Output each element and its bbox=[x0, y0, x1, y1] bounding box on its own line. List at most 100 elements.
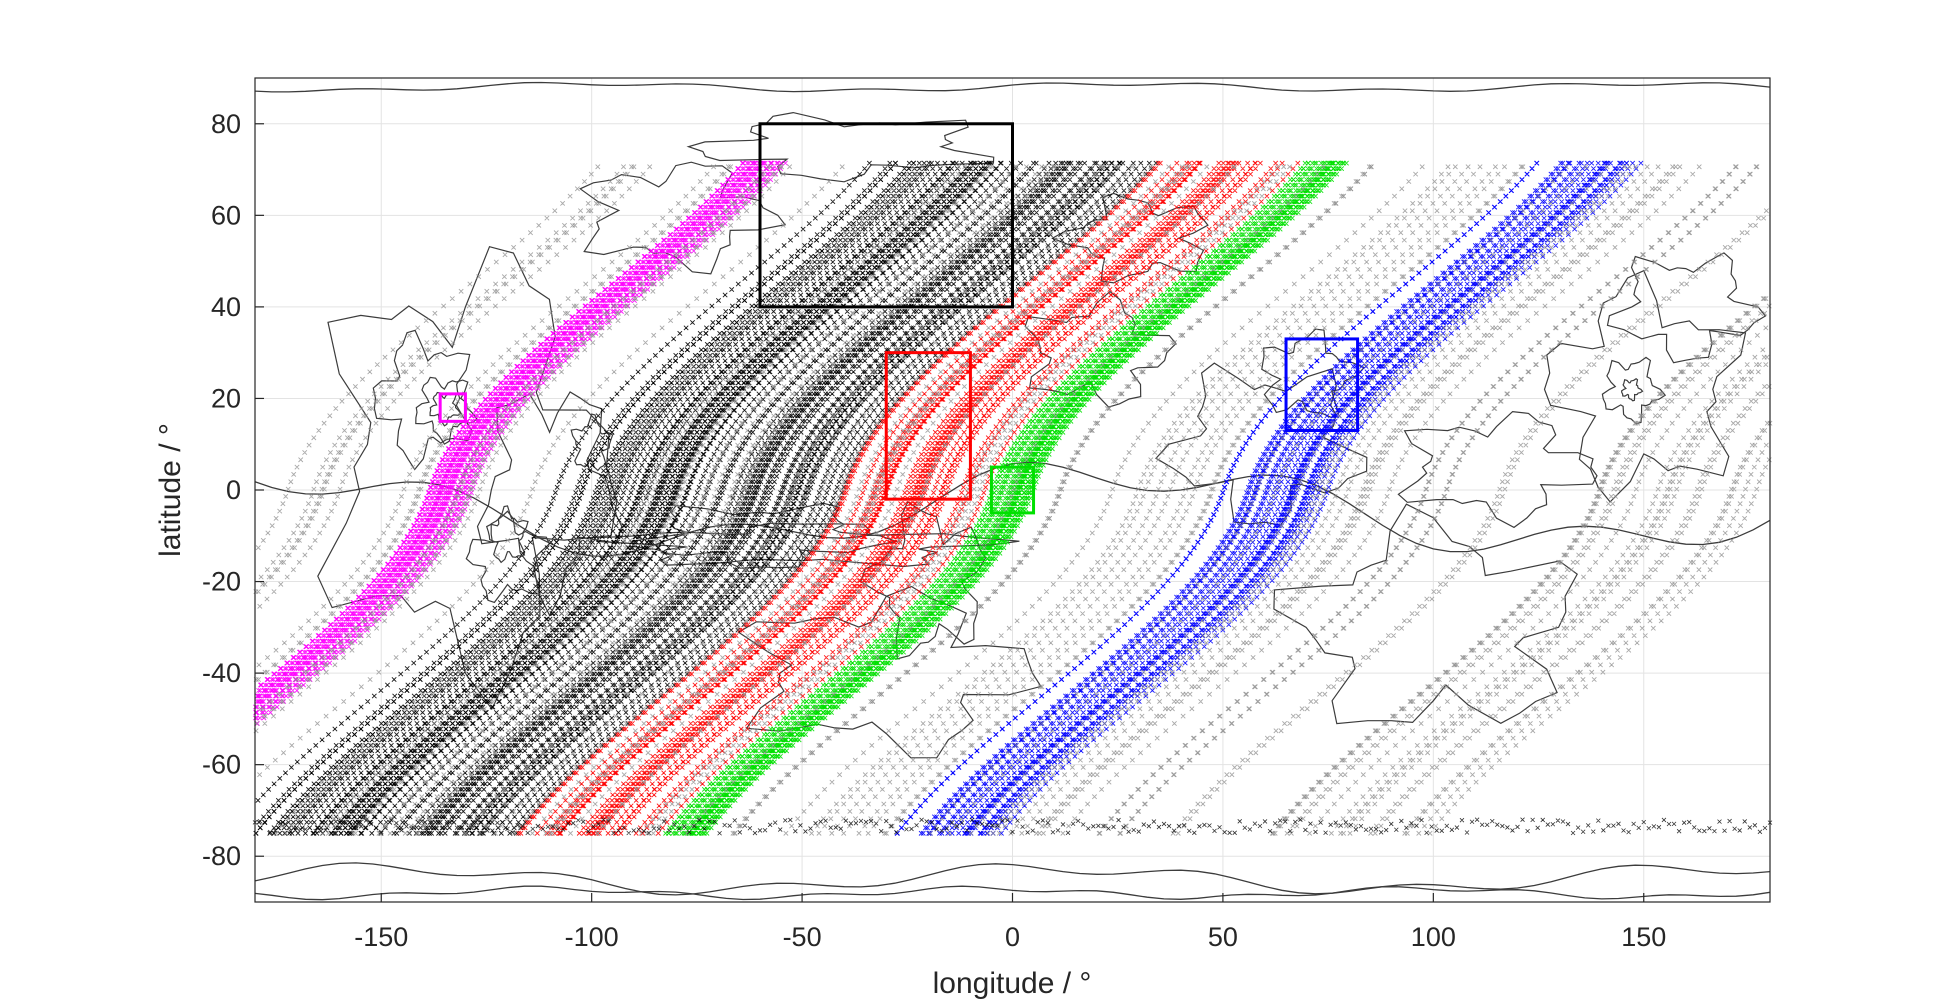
orbit-track-gray bbox=[644, 164, 1287, 836]
orbit-track-black bbox=[469, 160, 1114, 836]
orbit-track-green bbox=[686, 160, 1332, 836]
orbit-track-red bbox=[633, 160, 1279, 836]
track-markers bbox=[260, 164, 774, 712]
orbit-track-red bbox=[556, 160, 1202, 836]
orbit-track-red bbox=[618, 160, 1263, 836]
orbit-track-green bbox=[663, 160, 1308, 836]
track-markers bbox=[655, 160, 1301, 836]
orbit-track-gray bbox=[882, 164, 1524, 836]
orbit-track-magenta bbox=[257, 160, 758, 699]
track-markers bbox=[255, 164, 601, 551]
track-markers bbox=[258, 160, 746, 688]
track-markers bbox=[672, 160, 1318, 836]
track-markers bbox=[1372, 383, 1772, 836]
orbit-track-black bbox=[333, 160, 978, 836]
orbit-track-gray bbox=[256, 164, 717, 668]
orbit-track-magenta bbox=[256, 160, 757, 699]
orbit-track-green bbox=[696, 160, 1341, 836]
track-markers bbox=[882, 164, 1524, 836]
orbit-track-gray bbox=[1270, 296, 1767, 836]
track-markers bbox=[1288, 310, 1768, 836]
contour-line bbox=[632, 502, 899, 569]
orbit-track-red bbox=[655, 160, 1301, 836]
orbit-track-gray bbox=[273, 164, 916, 836]
y-tick-label: 40 bbox=[211, 292, 241, 322]
contour-line bbox=[465, 510, 551, 604]
orbit-track-red bbox=[558, 160, 1203, 836]
track-markers bbox=[587, 160, 1232, 836]
orbit-track-gray bbox=[1117, 164, 1760, 836]
track-markers bbox=[883, 164, 1526, 836]
track-markers bbox=[325, 164, 968, 836]
track-markers bbox=[1427, 457, 1772, 836]
orbit-track-gray bbox=[402, 164, 1045, 836]
orbit-track-black bbox=[311, 160, 956, 836]
orbit-track-gray bbox=[985, 164, 1627, 836]
orbit-track-gray bbox=[476, 164, 1119, 836]
track-markers bbox=[730, 164, 1372, 836]
track-markers bbox=[253, 164, 731, 683]
orbit-track-gray bbox=[829, 164, 1471, 836]
track-markers bbox=[945, 160, 1590, 836]
track-markers bbox=[1033, 164, 1676, 836]
track-markers bbox=[254, 160, 762, 705]
orbit-track-gray bbox=[1272, 296, 1769, 836]
orbit-track-gray bbox=[258, 164, 627, 580]
track-markers bbox=[732, 164, 1374, 836]
track-markers bbox=[462, 164, 1104, 836]
track-markers bbox=[690, 160, 1336, 836]
orbit-track-gray bbox=[732, 164, 1374, 836]
orbit-track-black bbox=[358, 160, 1003, 836]
orbit-track-gray bbox=[856, 164, 1498, 836]
track-markers bbox=[557, 160, 1202, 836]
track-markers bbox=[387, 164, 1029, 836]
track-markers bbox=[968, 164, 1610, 836]
track-markers bbox=[605, 160, 1251, 836]
orbit-track-red bbox=[518, 160, 1163, 836]
orbit-track-magenta bbox=[254, 160, 768, 710]
track-markers bbox=[633, 160, 1279, 836]
x-axis-ticks: -150 -100 -50 0 50 100 150 bbox=[354, 893, 1666, 952]
orbit-track-gray bbox=[809, 164, 1451, 836]
track-markers bbox=[254, 164, 785, 727]
track-markers bbox=[1272, 296, 1769, 836]
orbit-track-black bbox=[314, 160, 959, 836]
track-markers bbox=[253, 164, 635, 595]
orbit-track-blue bbox=[920, 160, 1566, 836]
track-markers bbox=[547, 164, 1189, 836]
track-markers bbox=[369, 160, 1014, 836]
orbit-track-black bbox=[347, 160, 993, 836]
orbit-tracks bbox=[252, 160, 1773, 836]
track-markers bbox=[977, 160, 1623, 836]
orbit-track-red bbox=[534, 160, 1180, 836]
track-markers bbox=[1269, 296, 1766, 836]
track-markers bbox=[829, 164, 1471, 836]
orbit-track-black bbox=[420, 160, 1066, 836]
y-tick-label: -80 bbox=[202, 841, 241, 871]
orbit-track-green bbox=[683, 160, 1328, 836]
orbit-track-magenta bbox=[257, 160, 752, 694]
orbit-track-gray bbox=[463, 164, 1105, 836]
orbit-track-gray bbox=[883, 164, 1526, 836]
track-markers bbox=[1096, 164, 1738, 836]
orbit-track-gray bbox=[996, 164, 1639, 836]
y-axis-label: latitude / ° bbox=[154, 423, 187, 557]
track-markers bbox=[549, 164, 1192, 836]
track-markers bbox=[347, 160, 993, 836]
orbit-track-gray bbox=[1328, 347, 1766, 836]
region-box-magenta bbox=[438, 392, 467, 423]
track-markers bbox=[256, 160, 764, 705]
orbit-track-gray bbox=[253, 164, 731, 683]
track-markers bbox=[552, 160, 1197, 836]
orbit-track-gray bbox=[1368, 383, 1768, 836]
orbit-track-black bbox=[378, 160, 1024, 836]
y-tick-label: 80 bbox=[211, 109, 241, 139]
track-markers bbox=[492, 164, 1135, 836]
orbit-track-black bbox=[452, 160, 1098, 836]
contour-line bbox=[254, 862, 1771, 896]
orbit-track-gray bbox=[549, 164, 1192, 836]
track-markers bbox=[314, 160, 959, 836]
track-markers bbox=[674, 160, 1319, 836]
contour-line bbox=[579, 161, 787, 275]
